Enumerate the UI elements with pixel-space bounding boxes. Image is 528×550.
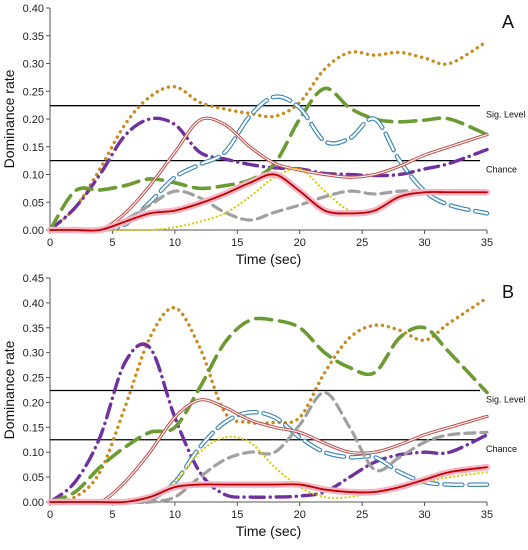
x-tick-label: 5: [109, 509, 115, 521]
series-line-orange-dotted: [48, 39, 489, 232]
y-tick-label: 0.40: [23, 298, 44, 310]
reference-line-label: Chance: [486, 165, 517, 175]
y-tick-label: 0.30: [23, 348, 44, 360]
series-line-red-pink-band: [46, 463, 491, 506]
x-tick-label: 25: [356, 509, 368, 521]
x-tick-label: 35: [481, 509, 493, 521]
series-line-green-dashed: [48, 316, 489, 504]
panel-letter: B: [502, 282, 514, 302]
series-line-blue-outline-dashed-layer-1: [48, 411, 489, 504]
x-tick-label: 0: [47, 509, 53, 521]
reference-line-label: Sig. Level: [486, 110, 526, 120]
series-line-orange-dotted-layer-0: [48, 296, 489, 504]
y-tick-label: 0.00: [23, 497, 44, 509]
series-line-orange-dotted: [48, 296, 489, 504]
series-line-red-double-line-layer-1: [49, 117, 488, 232]
x-tick-label: 5: [109, 237, 115, 249]
y-tick-label: 0.05: [23, 197, 44, 209]
y-tick-label: 0.40: [23, 3, 44, 15]
x-tick-label: 10: [169, 237, 181, 249]
series-line-red-pink-band: [46, 171, 491, 234]
series-line-yellow-dotted-layer-0: [48, 167, 489, 232]
x-tick-label: 35: [481, 237, 493, 249]
chart-panel-B: 0.00 0.05 0.10 0.15 0.20 0.25 0.30 0.35 0.40 0.45…: [1, 273, 526, 539]
series-line-red-pink-band-layer-0: [46, 171, 491, 234]
reference-line-label: Chance: [486, 444, 517, 454]
y-axis-title: Dominance rate: [1, 69, 17, 168]
series-line-yellow-dotted: [48, 167, 489, 232]
y-tick-label: 0.25: [23, 86, 44, 98]
series-line-green-dashed-layer-0: [48, 316, 489, 504]
x-tick-label: 20: [294, 509, 306, 521]
y-tick-label: 0.00: [23, 225, 44, 237]
series-line-orange-dotted-layer-0: [48, 39, 489, 232]
y-tick-label: 0.35: [23, 31, 44, 43]
series-line-red-double-line: [48, 116, 489, 233]
y-tick-label: 0.10: [23, 447, 44, 459]
x-tick-label: 30: [418, 509, 430, 521]
series-line-purple-dashdot: [48, 116, 489, 232]
x-tick-label: 0: [47, 237, 53, 249]
y-tick-label: 0.15: [23, 422, 44, 434]
series-line-blue-outline-dashed-layer-1: [48, 95, 489, 232]
y-tick-label: 0.10: [23, 170, 44, 182]
y-tick-label: 0.30: [23, 59, 44, 71]
x-tick-label: 20: [294, 237, 306, 249]
y-tick-label: 0.05: [23, 472, 44, 484]
series-line-purple-dashdot-layer-0: [48, 342, 489, 504]
y-tick-label: 0.45: [23, 273, 44, 285]
series-line-blue-outline-dashed: [47, 94, 490, 233]
chart-panel-A: 0.00 0.05 0.10 0.15 0.20 0.25 0.30 0.35 0.40 0 5 10…: [1, 3, 526, 267]
y-tick-label: 0.20: [23, 397, 44, 409]
x-tick-label: 15: [231, 509, 243, 521]
series-line-red-double-line: [48, 398, 489, 506]
series-line-red-double-line-layer-1: [49, 399, 488, 505]
x-tick-label: 30: [418, 237, 430, 249]
y-axis-title: Dominance rate: [1, 340, 17, 439]
series-line-purple-dashdot: [48, 342, 489, 504]
x-axis-title: Time (sec): [236, 523, 302, 539]
series-line-purple-dashdot-layer-0: [48, 116, 489, 232]
panel-letter: A: [502, 12, 514, 32]
series-line-red-pink-band-layer-1: [49, 173, 488, 232]
x-tick-label: 10: [169, 509, 181, 521]
y-tick-label: 0.20: [23, 114, 44, 126]
series-line-red-pink-band-layer-1: [49, 466, 488, 504]
y-tick-label: 0.25: [23, 373, 44, 385]
x-tick-label: 25: [356, 237, 368, 249]
x-axis-title: Time (sec): [236, 251, 302, 267]
y-tick-label: 0.35: [23, 323, 44, 335]
series-line-blue-outline-dashed-layer-0: [47, 94, 490, 233]
x-tick-label: 15: [231, 237, 243, 249]
reference-line-label: Sig. Level: [486, 394, 526, 404]
y-tick-label: 0.15: [23, 142, 44, 154]
